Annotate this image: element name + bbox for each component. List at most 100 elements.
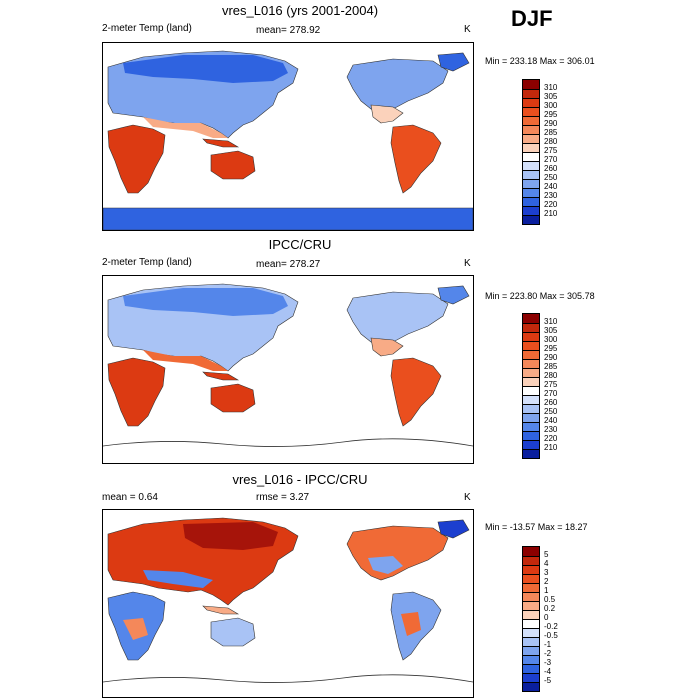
colorbar-label: 305 [544, 326, 558, 335]
eurasia-south-warm [143, 117, 228, 138]
panel-1-mean-label: mean= 278.92 [256, 25, 321, 36]
panel-3-colorbar [522, 546, 540, 692]
colorbar-swatch [523, 655, 539, 664]
panel-3-units: K [464, 492, 471, 503]
colorbar-swatch [523, 215, 539, 224]
antarctica-land [103, 207, 473, 230]
colorbar-swatch [523, 413, 539, 422]
colorbar-label: 260 [544, 398, 558, 407]
colorbar-label: 285 [544, 362, 558, 371]
colorbar-swatch [523, 592, 539, 601]
colorbar-label: 260 [544, 164, 558, 173]
colorbar-label: 250 [544, 173, 558, 182]
colorbar-swatch [523, 431, 539, 440]
colorbar-swatch [523, 556, 539, 565]
colorbar-label: 310 [544, 83, 558, 92]
colorbar-label: 3 [544, 568, 549, 577]
colorbar-label: 0.2 [544, 604, 556, 613]
panel-3-map [102, 509, 474, 698]
indonesia-land [202, 605, 240, 615]
south-america-warm-patch [401, 612, 421, 636]
colorbar-swatch [523, 422, 539, 431]
panel-1-minmax: Min = 233.18 Max = 306.01 [485, 56, 595, 66]
africa-warm-patch [123, 618, 148, 640]
eurasia-south-warm [143, 350, 228, 371]
australia-land [210, 617, 256, 647]
colorbar-label: -2 [544, 649, 552, 658]
colorbar-label: 270 [544, 155, 558, 164]
colorbar-swatch [523, 332, 539, 341]
colorbar-swatch [523, 323, 539, 332]
colorbar-label: 270 [544, 389, 558, 398]
north-america-land [346, 58, 449, 114]
siberia-hot-anomaly [183, 522, 278, 550]
central-asia-cold [143, 570, 213, 588]
panel-3-title: vres_L016 - IPCC/CRU [232, 472, 368, 487]
colorbar-swatch [523, 547, 539, 556]
colorbar-label: 210 [544, 443, 558, 452]
colorbar-label: 4 [544, 559, 549, 568]
panel-2-colorbar [522, 313, 540, 459]
colorbar-swatch [523, 610, 539, 619]
greenland-land [437, 52, 470, 72]
colorbar-label: 240 [544, 416, 558, 425]
colorbar-swatch [523, 664, 539, 673]
colorbar-swatch [523, 314, 539, 323]
colorbar-label: 210 [544, 209, 558, 218]
colorbar-label: -5 [544, 676, 552, 685]
colorbar-label: 230 [544, 425, 558, 434]
panel-1-colorbar [522, 79, 540, 225]
greenland-land [437, 285, 470, 305]
north-america-south [370, 104, 404, 124]
panel-2-title: IPCC/CRU [268, 237, 332, 252]
colorbar-swatch [523, 161, 539, 170]
colorbar-swatch [523, 386, 539, 395]
colorbar-swatch [523, 440, 539, 449]
colorbar-swatch [523, 206, 539, 215]
colorbar-swatch [523, 628, 539, 637]
colorbar-label: 290 [544, 353, 558, 362]
colorbar-swatch [523, 601, 539, 610]
colorbar-swatch [523, 368, 539, 377]
colorbar-swatch [523, 350, 539, 359]
panel-2-map [102, 275, 474, 464]
colorbar-label: -3 [544, 658, 552, 667]
antarctica-outline [103, 674, 473, 683]
north-america-land [346, 291, 449, 347]
colorbar-swatch [523, 188, 539, 197]
africa-land [107, 357, 166, 427]
colorbar-label: 295 [544, 110, 558, 119]
colorbar-label: 2 [544, 577, 549, 586]
season-label: DJF [511, 6, 553, 31]
colorbar-swatch [523, 404, 539, 413]
africa-land [107, 124, 166, 194]
panel-1-variable-label: 2-meter Temp (land) [102, 23, 192, 34]
greenland-land [437, 519, 470, 539]
colorbar-label: -4 [544, 667, 552, 676]
panel-1-map [102, 42, 474, 231]
colorbar-label: 1 [544, 586, 549, 595]
colorbar-swatch [523, 395, 539, 404]
colorbar-label: 5 [544, 550, 549, 559]
panel-3-map-svg [103, 517, 473, 683]
colorbar-swatch [523, 673, 539, 682]
colorbar-label: 230 [544, 191, 558, 200]
colorbar-swatch [523, 152, 539, 161]
colorbar-swatch [523, 143, 539, 152]
eurasia-north-cold [123, 288, 288, 316]
colorbar-label: 295 [544, 344, 558, 353]
colorbar-swatch [523, 377, 539, 386]
panel-1-title: vres_L016 (yrs 2001-2004) [221, 3, 379, 18]
colorbar-label: -1 [544, 640, 552, 649]
north-america-south [370, 337, 404, 357]
antarctica-outline [103, 438, 473, 447]
panel-1-map-svg [103, 50, 473, 230]
north-america-land [346, 525, 449, 581]
colorbar-label: 220 [544, 200, 558, 209]
colorbar-swatch [523, 125, 539, 134]
colorbar-swatch [523, 197, 539, 206]
north-america-cold [368, 556, 403, 574]
panel-2-minmax: Min = 223.80 Max = 305.78 [485, 291, 595, 301]
colorbar-swatch [523, 637, 539, 646]
indonesia-land [202, 371, 240, 381]
